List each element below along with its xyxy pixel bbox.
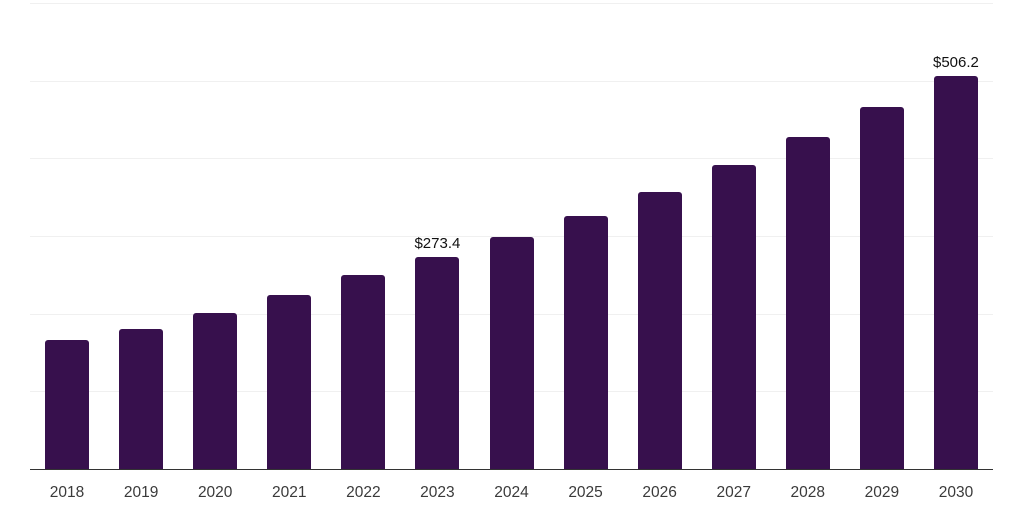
bar-2024 — [489, 237, 534, 469]
x-tick-label-2023: 2023 — [420, 484, 455, 501]
x-tick-label-2020: 2020 — [197, 484, 233, 501]
bar-2023 — [415, 256, 460, 469]
bar-2025 — [563, 215, 608, 469]
x-tick-label-2025: 2025 — [568, 484, 603, 501]
bar-2027 — [711, 165, 756, 469]
bar-value-label-2030: $506.2 — [933, 53, 979, 71]
x-tick-label-2030: 2030 — [938, 484, 974, 501]
x-tick-label-2026: 2026 — [642, 484, 677, 501]
gridline-500 — [30, 80, 993, 82]
x-tick-label-2027: 2027 — [716, 484, 751, 501]
x-axis: 2018 2019 2020 2021 2022 2023 2024 2025 2026 2027… — [30, 484, 993, 508]
bar-value-label-2023: $273.4 — [414, 234, 461, 252]
x-tick-label-2021: 2021 — [272, 484, 307, 501]
bar-2026 — [637, 191, 682, 469]
x-tick-label-2024: 2024 — [494, 484, 529, 501]
plot-area: $273.4 $506.2 — [30, 3, 993, 470]
x-tick-label-2022: 2022 — [346, 484, 381, 501]
x-tick-label-2019: 2019 — [123, 484, 159, 501]
x-tick-label-2018: 2018 — [49, 484, 85, 501]
gridline-300 — [30, 236, 993, 237]
bar-2030 — [933, 75, 978, 469]
gridline-600 — [30, 3, 993, 4]
bar-2022 — [341, 274, 386, 469]
bar-2020 — [193, 312, 238, 469]
bar-2019 — [119, 328, 164, 469]
bar-2021 — [267, 294, 312, 469]
bar-2028 — [785, 137, 830, 469]
bar-2029 — [859, 107, 904, 469]
x-tick-label-2029: 2029 — [864, 484, 900, 501]
bar-2018 — [45, 340, 90, 469]
gridline-400 — [30, 158, 993, 160]
x-tick-label-2028: 2028 — [790, 484, 826, 501]
